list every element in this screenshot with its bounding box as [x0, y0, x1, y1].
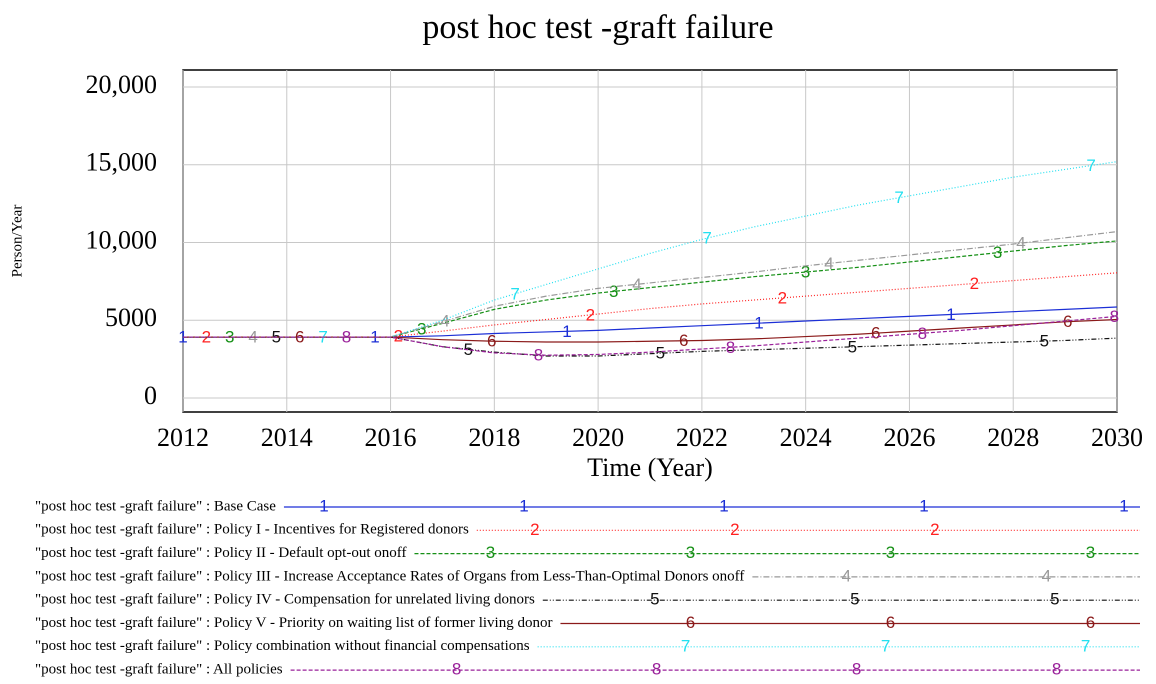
chart-title: post hoc test -graft failure [422, 9, 773, 46]
series-line [183, 161, 1118, 338]
x-tick-label: 2022 [676, 423, 728, 452]
series-marker: 4 [824, 254, 833, 273]
series-line [183, 272, 1118, 338]
legend-label: "post hoc test -graft failure" : Policy … [35, 545, 406, 561]
x-tick-label: 2016 [365, 423, 417, 452]
series-marker: 7 [1086, 156, 1095, 175]
legend-marker: 2 [530, 520, 539, 539]
y-tick-label: 0 [144, 381, 157, 410]
legend-marker: 7 [881, 636, 890, 655]
y-tick-label: 5000 [105, 303, 157, 332]
legend-marker: 4 [1042, 566, 1051, 585]
series-marker: 8 [918, 324, 927, 343]
legend-marker: 1 [919, 496, 928, 515]
legend-label: "post hoc test -graft failure" : Policy … [35, 522, 469, 538]
series-marker: 4 [632, 275, 641, 294]
series-marker: 7 [510, 284, 519, 303]
series-marker: 8 [726, 338, 735, 357]
series-line [183, 315, 1118, 356]
legend-marker: 6 [886, 613, 895, 632]
legend-marker: 1 [1119, 496, 1128, 515]
x-tick-label: 2024 [780, 423, 832, 452]
legend-marker: 7 [1081, 636, 1090, 655]
series-line [183, 318, 1118, 343]
legend-marker: 2 [730, 520, 739, 539]
y-axis-title: Person/Year [9, 205, 25, 278]
legend-marker: 1 [319, 496, 328, 515]
plot-frame [182, 69, 1118, 413]
legend-label: "post hoc test -graft failure" : All pol… [35, 662, 283, 678]
series-marker: 1 [754, 314, 763, 333]
legend-marker: 3 [1086, 543, 1095, 562]
series-marker: 7 [894, 188, 903, 207]
series-marker: 3 [609, 282, 618, 301]
series-marker: 5 [656, 344, 665, 363]
legend-label: "post hoc test -graft failure" : Policy … [35, 592, 535, 608]
legend-marker: 3 [886, 543, 895, 562]
series-marker: 6 [487, 332, 496, 351]
series-marker: 5 [848, 337, 857, 356]
legend-marker: 8 [652, 660, 661, 679]
legend-marker: 8 [852, 660, 861, 679]
series-marker: 2 [778, 288, 787, 307]
legend-marker: 1 [719, 496, 728, 515]
x-tick-label: 2030 [1091, 423, 1143, 452]
series-marker: 1 [562, 322, 571, 341]
legend-marker: 6 [686, 613, 695, 632]
x-tick-label: 2018 [468, 423, 520, 452]
series-marker: 6 [679, 331, 688, 350]
x-axis-title: Time (Year) [587, 453, 713, 482]
series-marker: 3 [417, 319, 426, 338]
legend-marker: 8 [1052, 660, 1061, 679]
legend-label: "post hoc test -graft failure" : Policy … [35, 638, 530, 654]
series-marker: 8 [342, 328, 351, 347]
legend-marker: 8 [452, 660, 461, 679]
series-marker: 6 [871, 324, 880, 343]
series-marker: 8 [534, 345, 543, 364]
series-marker: 8 [1110, 307, 1119, 326]
series-marker: 4 [1016, 234, 1025, 253]
legend-marker: 4 [842, 566, 851, 585]
x-tick-label: 2026 [883, 423, 935, 452]
series-marker: 2 [970, 274, 979, 293]
x-tick-label: 2028 [987, 423, 1039, 452]
series-line [183, 336, 1118, 357]
x-tick-label: 2020 [572, 423, 624, 452]
legend-label: "post hoc test -graft failure" : Policy … [35, 568, 744, 584]
series-marker: 5 [1040, 332, 1049, 351]
y-tick-label: 20,000 [86, 70, 158, 99]
legend-label: "post hoc test -graft failure" : Base Ca… [35, 498, 276, 514]
y-tick-label: 10,000 [86, 225, 158, 254]
series-marker: 3 [801, 263, 810, 282]
legend-marker: 5 [1050, 590, 1059, 609]
series-marker: 3 [993, 243, 1002, 262]
x-tick-label: 2014 [261, 423, 313, 452]
legend-marker: 7 [681, 636, 690, 655]
x-tick-label: 2012 [157, 423, 209, 452]
series-marker: 2 [586, 305, 595, 324]
series-marker: 7 [702, 229, 711, 248]
y-tick-label: 15,000 [86, 148, 158, 177]
legend-marker: 1 [519, 496, 528, 515]
legend-marker: 5 [850, 590, 859, 609]
series-marker: 6 [1063, 312, 1072, 331]
series-marker: 5 [464, 340, 473, 359]
series-marker: 2 [394, 327, 403, 346]
legend-marker: 3 [486, 543, 495, 562]
legend-marker: 2 [930, 520, 939, 539]
legend-marker: 3 [686, 543, 695, 562]
legend-marker: 5 [650, 590, 659, 609]
series-marker: 1 [946, 305, 955, 324]
legend-marker: 6 [1086, 613, 1095, 632]
legend-label: "post hoc test -graft failure" : Policy … [35, 615, 552, 631]
series-marker: 4 [440, 312, 449, 331]
